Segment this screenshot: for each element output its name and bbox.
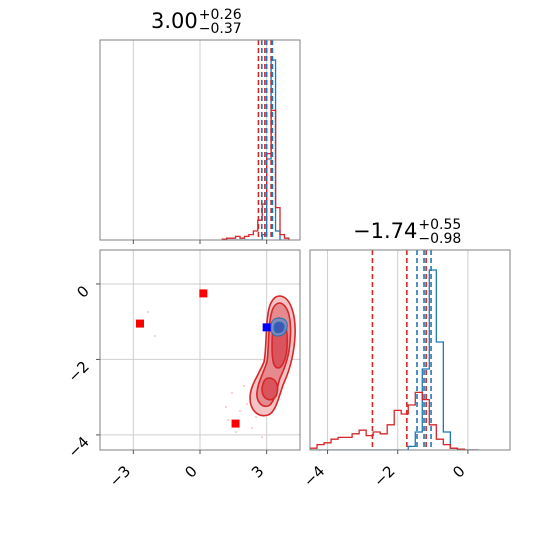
bottom-left-ticks: −3 0 3 0 −2 −4 — [64, 282, 267, 490]
scatter-dot — [147, 311, 149, 313]
bottom-right-histograms — [310, 269, 479, 450]
marker-square — [136, 319, 144, 328]
bottom-left-density — [147, 295, 296, 438]
bottom-right-title-lower: −0.98 — [418, 230, 462, 247]
bottom-right-title-value: −1.74 — [353, 219, 418, 243]
histogram-series-1 — [221, 109, 290, 240]
x-tick-label: −2 — [370, 462, 398, 490]
top-left-histograms — [221, 59, 290, 240]
scatter-dot — [227, 419, 229, 421]
scatter-dot — [261, 436, 263, 438]
top-left-title-errors: +0.26 −0.37 — [199, 8, 242, 36]
bottom-right-title-errors: +0.55 −0.98 — [418, 218, 461, 246]
top-left-grid — [132, 40, 268, 240]
scatter-dot — [251, 427, 253, 429]
scatter-dot — [243, 385, 245, 387]
top-left-ticks — [132, 240, 268, 244]
histogram-series-0 — [310, 269, 479, 450]
scatter-dot — [231, 392, 233, 394]
panel-top-left — [99, 39, 301, 244]
top-left-title-upper: +0.26 — [198, 6, 242, 23]
marker-square — [199, 289, 208, 298]
y-tick-label: 0 — [73, 282, 92, 301]
bottom-right-ticks: −4 −2 0 — [300, 450, 469, 490]
top-left-quantile-lines — [257, 40, 274, 240]
histogram-series-1 — [310, 391, 479, 450]
bottom-left-markers — [136, 289, 271, 428]
x-tick-label: 3 — [248, 462, 267, 481]
x-tick-label: −3 — [106, 462, 134, 490]
scatter-dot — [225, 406, 227, 408]
bottom-right-frame — [309, 249, 511, 451]
x-tick-label: −4 — [300, 462, 328, 490]
top-left-title-lower: −0.37 — [198, 20, 242, 37]
panel-bottom-right: −4 −2 0 — [300, 249, 511, 490]
marker-square — [231, 419, 240, 428]
x-tick-label: 0 — [449, 462, 468, 481]
y-tick-label: −2 — [64, 358, 92, 386]
top-left-title: 3.00 +0.26 −0.37 — [151, 8, 242, 38]
scatter-dot — [246, 403, 248, 405]
bottom-right-title-upper: +0.55 — [418, 216, 462, 233]
bottom-right-grid — [327, 250, 469, 450]
marker-square — [262, 323, 271, 332]
y-tick-label: −4 — [64, 433, 92, 461]
blue-contour-inner — [273, 321, 285, 334]
scatter-dot — [239, 410, 241, 412]
scatter-dot — [154, 335, 156, 337]
histogram-series-0 — [222, 59, 289, 240]
scatter-dot — [255, 416, 257, 418]
bottom-right-quantile-lines — [371, 250, 432, 450]
scatter-dots — [147, 311, 268, 438]
bottom-right-title: −1.74 +0.55 −0.98 — [353, 218, 461, 248]
red-contour-inner-bottom — [261, 377, 279, 401]
top-left-title-value: 3.00 — [151, 9, 198, 33]
panel-bottom-left: −3 0 3 0 −2 −4 — [64, 249, 301, 490]
x-tick-label: 0 — [181, 462, 200, 481]
scatter-dot — [235, 431, 237, 433]
